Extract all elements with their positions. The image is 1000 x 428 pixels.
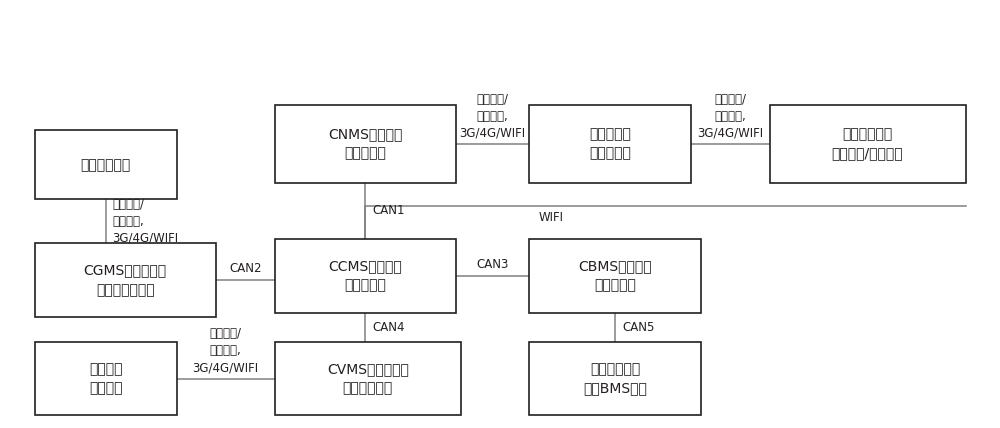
Text: CAN4: CAN4 [372, 321, 405, 334]
Bar [770, 105, 966, 183]
Text: 有线网络/
无线网络,
3G/4G/WIFI: 有线网络/ 无线网络, 3G/4G/WIFI [112, 198, 179, 245]
Text: CAN3: CAN3 [476, 258, 509, 271]
Bar [34, 244, 216, 317]
Text: WIFI: WIFI [539, 211, 564, 224]
Text: 有线网络/
无线网络,
3G/4G/WIFI: 有线网络/ 无线网络, 3G/4G/WIFI [193, 327, 259, 374]
Bar [275, 239, 456, 312]
Bar [529, 105, 691, 183]
Text: CVMS充电机车辆
调度管理模块: CVMS充电机车辆 调度管理模块 [327, 362, 409, 395]
Text: CAN2: CAN2 [229, 262, 261, 275]
Text: CNMS充电机网
络管理模块: CNMS充电机网 络管理模块 [328, 127, 402, 160]
Text: 电动汽车动力
电池BMS系统: 电动汽车动力 电池BMS系统 [583, 362, 647, 395]
Text: CAN5: CAN5 [622, 321, 654, 334]
Bar [275, 105, 456, 183]
Bar [529, 239, 701, 312]
Text: 用户车辆
调度中心: 用户车辆 调度中心 [89, 362, 122, 395]
Text: CBMS充电机电
池管理模块: CBMS充电机电 池管理模块 [578, 259, 652, 293]
Text: CAN1: CAN1 [372, 204, 405, 217]
Bar [275, 342, 461, 415]
Text: 有线网络/
无线网络,
3G/4G/WIFI: 有线网络/ 无线网络, 3G/4G/WIFI [697, 92, 763, 140]
Bar [34, 342, 177, 415]
Text: CCMS充电机充
电管理模块: CCMS充电机充 电管理模块 [328, 259, 402, 293]
Text: CGMS充电机电网
微调度管理模块: CGMS充电机电网 微调度管理模块 [84, 263, 167, 297]
Bar [34, 130, 177, 199]
Text: 用户终端设备
（移动式/固定式）: 用户终端设备 （移动式/固定式） [832, 127, 903, 160]
Text: 供电电网集控: 供电电网集控 [80, 158, 131, 172]
Text: 有线网络/
无线网络,
3G/4G/WIFI: 有线网络/ 无线网络, 3G/4G/WIFI [460, 92, 526, 140]
Bar [529, 342, 701, 415]
Text: 云平台互联
网智能网络: 云平台互联 网智能网络 [589, 127, 631, 160]
